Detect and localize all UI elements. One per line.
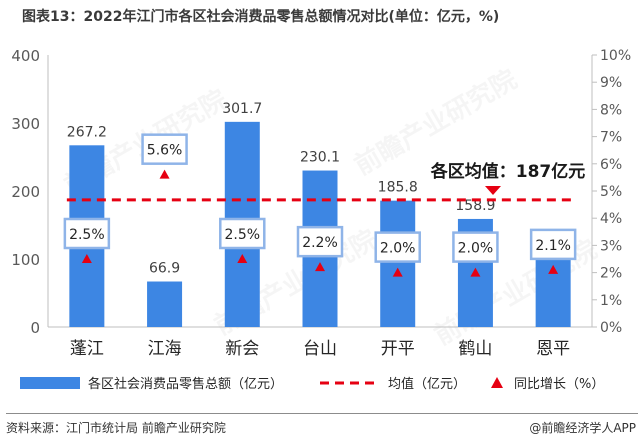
right-axis-tick-label: 5% xyxy=(600,184,622,200)
growth-callout-label: 5.6% xyxy=(147,143,183,159)
category-label: 开平 xyxy=(381,339,415,359)
source-note: 资料来源：江门市统计局 前瞻产业研究院 xyxy=(6,421,226,435)
right-axis-tick-label: 7% xyxy=(600,130,622,146)
bar-value-label: 185.8 xyxy=(378,180,418,196)
category-label: 恩平 xyxy=(536,339,570,359)
average-pointer xyxy=(485,186,501,195)
left-axis-tick-label: 300 xyxy=(11,115,40,133)
growth-marker xyxy=(470,267,481,277)
left-axis-tick-label: 100 xyxy=(11,251,40,269)
growth-callout-label: 2.5% xyxy=(224,227,260,243)
brand-credit: @前瞻经济学人APP xyxy=(529,421,636,435)
growth-callout-label: 2.1% xyxy=(535,238,571,254)
right-axis-tick-label: 8% xyxy=(600,102,622,118)
growth-callout-label: 2.5% xyxy=(69,227,105,243)
left-axis-tick-label: 0 xyxy=(30,319,40,337)
bar-value-label: 267.2 xyxy=(67,124,107,140)
category-label: 台山 xyxy=(303,339,337,359)
growth-callout-box xyxy=(141,133,188,165)
right-axis-tick-label: 0% xyxy=(600,320,622,336)
footer-divider xyxy=(6,413,638,414)
growth-callout-label: 2.0% xyxy=(458,241,494,257)
category-label: 鹤山 xyxy=(458,339,492,359)
right-axis-tick-label: 9% xyxy=(600,75,622,91)
right-axis-tick-label: 10% xyxy=(600,48,631,64)
left-axis-tick-label: 400 xyxy=(11,47,40,65)
growth-marker xyxy=(548,264,559,274)
bar-value-label: 230.1 xyxy=(300,150,340,166)
growth-callout-box xyxy=(219,217,266,250)
bar-value-label: 66.9 xyxy=(149,261,180,277)
bar-value-label: 158.9 xyxy=(455,198,495,214)
right-axis-tick-label: 1% xyxy=(600,293,622,309)
right-axis-tick-label: 4% xyxy=(600,211,622,227)
bar xyxy=(147,281,183,327)
right-axis-tick-label: 6% xyxy=(600,157,622,173)
growth-callout-box xyxy=(296,225,344,258)
bar-value-label: 301.7 xyxy=(222,101,262,117)
growth-marker xyxy=(392,267,403,277)
growth-callout-box xyxy=(374,231,421,263)
legend-swatch-bar xyxy=(20,377,80,389)
legend-label-growth: 同比增长（%） xyxy=(514,377,604,392)
legend-label-average: 均值（亿元） xyxy=(388,376,466,392)
growth-callout-box xyxy=(452,231,499,263)
average-annotation: 各区均值：187亿元 xyxy=(430,161,586,182)
chart-title: 图表13：2022年江门市各区社会消费品零售总额情况对比(单位：亿元，%) xyxy=(22,9,500,25)
growth-marker xyxy=(315,262,325,272)
legend-label-bar: 各区社会消费品零售总额（亿元） xyxy=(88,376,283,392)
category-label: 蓬江 xyxy=(70,339,104,359)
legend-swatch-growth xyxy=(491,377,503,388)
bar xyxy=(380,200,416,327)
growth-marker xyxy=(237,254,248,263)
left-axis-tick-label: 200 xyxy=(11,183,40,201)
growth-callout-box xyxy=(63,217,111,250)
category-label: 江海 xyxy=(148,339,182,359)
growth-marker xyxy=(159,169,170,179)
right-axis-tick-label: 2% xyxy=(600,266,622,282)
growth-callout-label: 2.0% xyxy=(380,241,416,257)
growth-callout-label: 2.2% xyxy=(302,235,338,251)
growth-callout-box xyxy=(529,228,577,261)
right-axis-tick-label: 3% xyxy=(600,238,622,254)
growth-marker xyxy=(81,254,92,263)
category-label: 新会 xyxy=(225,339,259,359)
